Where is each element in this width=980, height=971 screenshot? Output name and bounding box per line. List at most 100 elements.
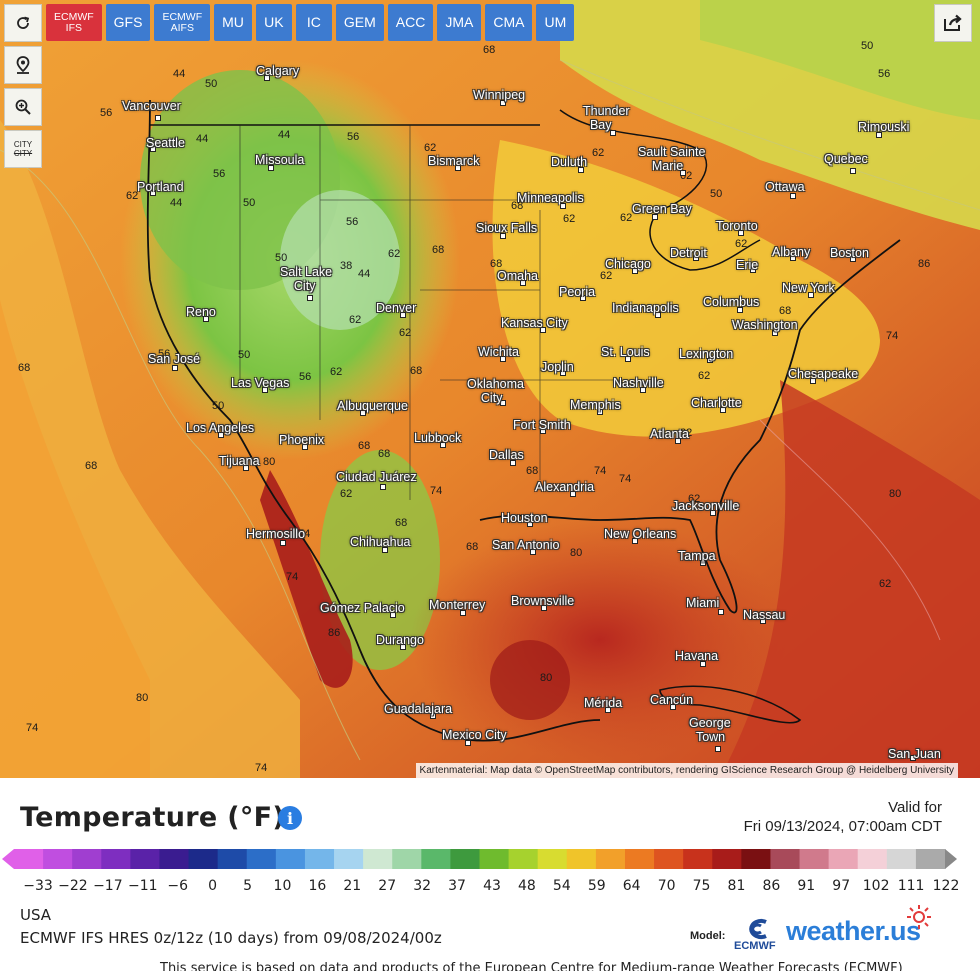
city-label[interactable]: Las Vegas bbox=[231, 376, 290, 390]
city-marker[interactable] bbox=[760, 618, 766, 624]
city-marker[interactable] bbox=[155, 115, 161, 121]
city-label[interactable]: Thunder Bay bbox=[583, 104, 630, 132]
city-label[interactable]: Ottawa bbox=[765, 180, 805, 194]
city-marker[interactable] bbox=[430, 713, 436, 719]
model-tab-gem[interactable]: GEM bbox=[335, 4, 384, 41]
city-label[interactable]: San Juan bbox=[888, 747, 941, 761]
model-tab-gfs[interactable]: GFS bbox=[105, 4, 151, 41]
city-marker[interactable] bbox=[560, 370, 566, 376]
model-tab-um[interactable]: UM bbox=[536, 4, 575, 41]
city-label[interactable]: George Town bbox=[689, 716, 731, 744]
city-label[interactable]: Bismarck bbox=[428, 154, 480, 168]
city-label[interactable]: Sault Sainte Marie bbox=[638, 145, 706, 173]
city-label[interactable]: Albuquerque bbox=[337, 399, 408, 413]
city-label[interactable]: New Orleans bbox=[604, 527, 677, 541]
city-marker[interactable] bbox=[390, 612, 396, 618]
city-label[interactable]: Denver bbox=[376, 301, 417, 315]
city-marker[interactable] bbox=[710, 510, 716, 516]
share-button[interactable] bbox=[934, 4, 972, 42]
city-marker[interactable] bbox=[302, 444, 308, 450]
city-label[interactable]: Missoula bbox=[255, 153, 305, 167]
city-label[interactable]: Alexandria bbox=[535, 480, 595, 494]
city-marker[interactable] bbox=[570, 491, 576, 497]
city-marker[interactable] bbox=[500, 400, 506, 406]
city-label[interactable]: Winnipeg bbox=[473, 88, 526, 102]
city-marker[interactable] bbox=[465, 740, 471, 746]
city-label[interactable]: Havana bbox=[675, 649, 719, 663]
city-label[interactable]: Salt Lake City bbox=[280, 265, 333, 293]
city-label[interactable]: Lubbock bbox=[414, 431, 462, 445]
model-tab-ecmwf-ifs[interactable]: ECMWF IFS bbox=[46, 4, 102, 41]
city-marker[interactable] bbox=[655, 312, 661, 318]
model-tab-ecmwf-aifs[interactable]: ECMWF AIFS bbox=[154, 4, 211, 41]
city-label[interactable]: Memphis bbox=[570, 398, 621, 412]
city-label[interactable]: Nashville bbox=[613, 376, 664, 390]
city-label[interactable]: Gómez Palacio bbox=[320, 601, 405, 615]
city-label[interactable]: Miami bbox=[686, 596, 720, 610]
city-marker[interactable] bbox=[172, 365, 178, 371]
city-label[interactable]: Detroit bbox=[670, 246, 707, 260]
city-marker[interactable] bbox=[540, 327, 546, 333]
city-marker[interactable] bbox=[560, 203, 566, 209]
city-label[interactable]: St. Louis bbox=[601, 345, 650, 359]
city-marker[interactable] bbox=[440, 442, 446, 448]
city-label[interactable]: Chicago bbox=[605, 257, 651, 271]
city-marker[interactable] bbox=[597, 409, 603, 415]
city-label[interactable]: Boston bbox=[830, 246, 869, 260]
reload-button[interactable] bbox=[4, 4, 42, 42]
city-marker[interactable] bbox=[218, 432, 224, 438]
city-marker[interactable] bbox=[652, 214, 658, 220]
city-label[interactable]: Cancún bbox=[650, 693, 694, 707]
city-marker[interactable] bbox=[610, 130, 616, 136]
city-marker[interactable] bbox=[715, 746, 721, 752]
city-label[interactable]: Atlanta bbox=[650, 427, 689, 441]
city-marker[interactable] bbox=[625, 356, 631, 362]
model-tab-uk[interactable]: UK bbox=[255, 4, 292, 41]
city-marker[interactable] bbox=[580, 295, 586, 301]
city-marker[interactable] bbox=[876, 132, 882, 138]
city-marker[interactable] bbox=[790, 255, 796, 261]
city-label[interactable]: Indianapolis bbox=[612, 301, 679, 315]
city-label[interactable]: Vancouver bbox=[122, 99, 181, 113]
city-marker[interactable] bbox=[540, 428, 546, 434]
city-marker[interactable] bbox=[530, 549, 536, 555]
city-marker[interactable] bbox=[455, 165, 461, 171]
city-label[interactable]: Tijuana bbox=[219, 454, 260, 468]
city-marker[interactable] bbox=[203, 316, 209, 322]
city-marker[interactable] bbox=[150, 190, 156, 196]
city-label[interactable]: Los Angeles bbox=[186, 421, 255, 435]
city-label[interactable]: Phoenix bbox=[279, 433, 325, 447]
city-marker[interactable] bbox=[680, 170, 686, 176]
city-marker[interactable] bbox=[500, 233, 506, 239]
city-marker[interactable] bbox=[640, 387, 646, 393]
city-marker[interactable] bbox=[720, 407, 726, 413]
city-label[interactable]: Washington bbox=[732, 318, 798, 332]
city-label[interactable]: Duluth bbox=[551, 155, 588, 169]
city-marker[interactable] bbox=[632, 538, 638, 544]
city-label[interactable]: San Antonio bbox=[492, 538, 560, 552]
city-marker[interactable] bbox=[850, 256, 856, 262]
city-marker[interactable] bbox=[700, 661, 706, 667]
city-marker[interactable] bbox=[500, 100, 506, 106]
city-label[interactable]: Dallas bbox=[489, 448, 524, 462]
city-marker[interactable] bbox=[910, 755, 916, 761]
city-marker[interactable] bbox=[520, 280, 526, 286]
city-marker[interactable] bbox=[670, 704, 676, 710]
city-marker[interactable] bbox=[307, 295, 313, 301]
city-label[interactable]: Quebec bbox=[824, 152, 868, 166]
city-marker[interactable] bbox=[500, 356, 506, 362]
city-marker[interactable] bbox=[510, 460, 516, 466]
city-label[interactable]: Mexico City bbox=[442, 728, 507, 742]
city-marker[interactable] bbox=[850, 168, 856, 174]
model-tab-mu[interactable]: MU bbox=[214, 4, 252, 41]
city-marker[interactable] bbox=[605, 707, 611, 713]
city-label[interactable]: Rimouski bbox=[858, 120, 910, 134]
city-label[interactable]: Seattle bbox=[146, 136, 185, 150]
model-tab-acc[interactable]: ACC bbox=[387, 4, 434, 41]
model-tab-cma[interactable]: CMA bbox=[485, 4, 533, 41]
city-label[interactable]: Monterrey bbox=[429, 598, 486, 612]
city-label[interactable]: Hermosillo bbox=[246, 527, 306, 541]
city-label[interactable]: Durango bbox=[376, 633, 424, 647]
city-label[interactable]: Toronto bbox=[716, 219, 758, 233]
zoom-button[interactable] bbox=[4, 88, 42, 126]
